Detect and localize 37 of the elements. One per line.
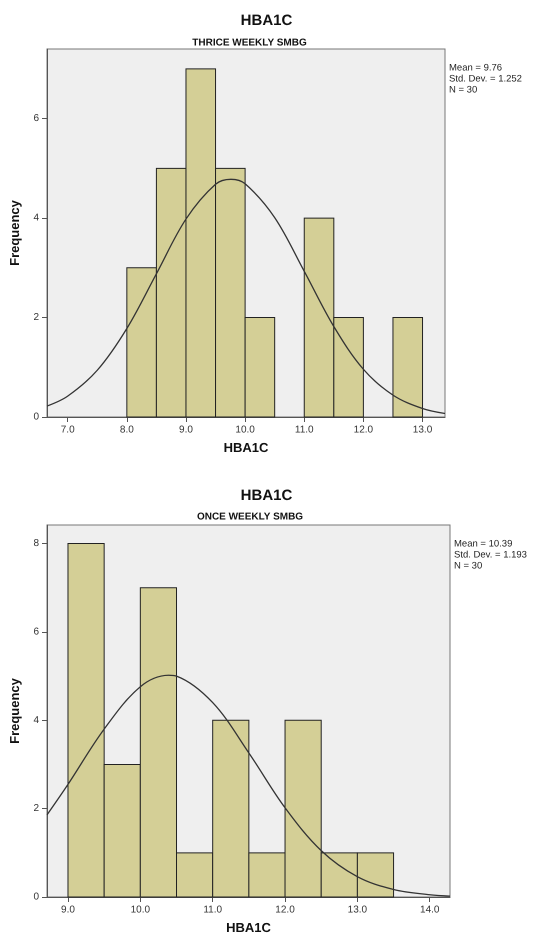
- x-tick-label: 9.0: [61, 904, 76, 916]
- chart-subtitle: THRICE WEEKLY SMBG: [192, 38, 307, 48]
- x-tick-label: 11.0: [294, 424, 314, 436]
- x-tick-label: 7.0: [60, 424, 76, 436]
- x-tick-label: 10.0: [235, 424, 256, 436]
- chart-title: HBA1C: [240, 487, 292, 504]
- x-tick-label: 8.0: [120, 424, 134, 436]
- line-series: [46, 178, 446, 414]
- x-tick-label: 11.0: [203, 904, 222, 916]
- x-tick-label: 12.0: [275, 904, 296, 916]
- y-tick-label: 0: [33, 892, 40, 902]
- x-tick-label: 14.0: [420, 904, 440, 916]
- y-tick-label: 0: [33, 412, 40, 422]
- y-axis-title: Frequency: [7, 677, 22, 744]
- x-tick-label: 13.0: [412, 424, 433, 436]
- y-tick-label: 4: [33, 212, 40, 224]
- x-tick-label: 12.0: [354, 424, 374, 436]
- y-tick-label: 6: [33, 113, 40, 124]
- chart-title: HBA1C: [240, 12, 292, 29]
- chart-subtitle: ONCE WEEKLY SMBG: [196, 512, 304, 522]
- x-tick-label: 9.0: [179, 424, 194, 436]
- x-axis-title: HBA1C: [226, 920, 272, 935]
- text: N = 30: [449, 84, 478, 96]
- y-axis-title: Frequency: [7, 199, 22, 266]
- text: Mean = 9.76: [449, 62, 502, 74]
- text: Std. Dev. = 1.193: [454, 550, 527, 560]
- y-tick-label: 4: [33, 714, 40, 726]
- y-tick-label: 2: [33, 803, 40, 814]
- text: Mean = 10.39: [454, 538, 512, 550]
- y-tick-label: 2: [33, 312, 40, 324]
- y-tick-label: 8: [33, 538, 40, 550]
- text: N = 30: [454, 560, 482, 572]
- text: Std. Dev. = 1.252: [449, 74, 522, 84]
- x-axis-title: HBA1C: [224, 440, 269, 455]
- y-tick-label: 6: [33, 626, 40, 638]
- x-tick-label: 10.0: [130, 904, 150, 916]
- x-tick-label: 13.0: [348, 904, 368, 916]
